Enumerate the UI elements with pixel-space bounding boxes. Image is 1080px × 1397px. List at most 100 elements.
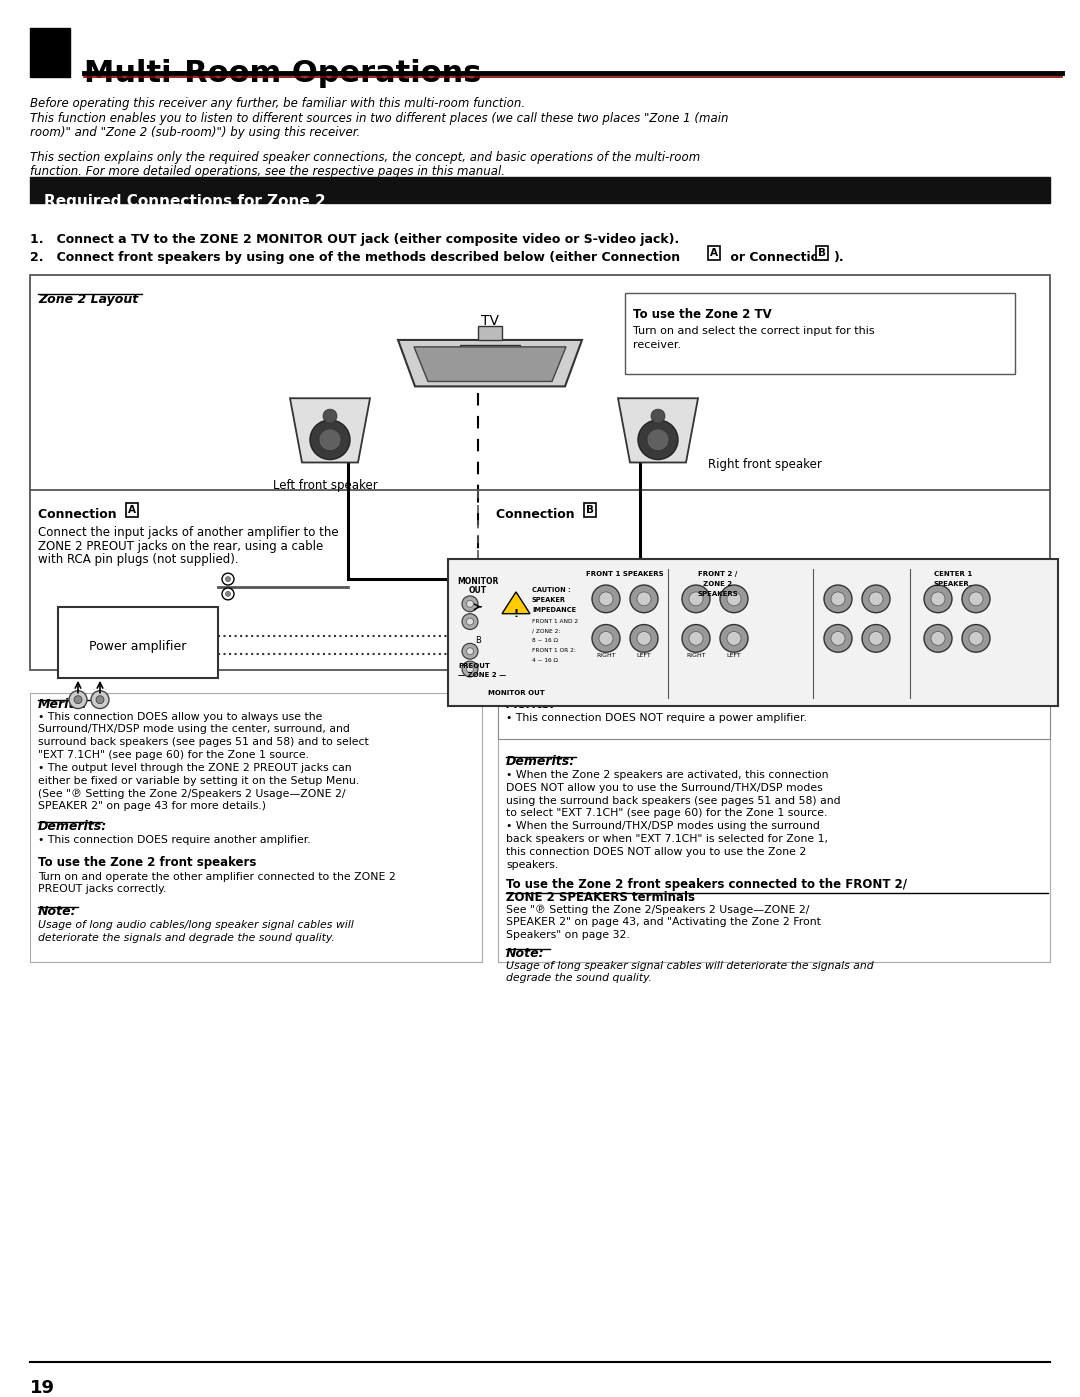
- Text: LEFT: LEFT: [727, 654, 741, 658]
- Text: This function enables you to listen to different sources in two different places: This function enables you to listen to d…: [30, 112, 729, 124]
- Bar: [498, 687, 1050, 739]
- Text: Connect the input jacks of another amplifier to the: Connect the input jacks of another ampli…: [38, 525, 339, 539]
- Text: Power amplifier: Power amplifier: [90, 640, 187, 652]
- Text: Connection: Connection: [38, 509, 121, 521]
- Text: Connection: Connection: [496, 509, 579, 521]
- Text: — ZONE 2 —: — ZONE 2 —: [458, 672, 507, 678]
- Text: TV: TV: [481, 314, 499, 328]
- Text: Note:: Note:: [507, 947, 544, 960]
- Text: 1.   Connect a TV to the ZONE 2 MONITOR OUT jack (either composite video or S-vi: 1. Connect a TV to the ZONE 2 MONITOR OU…: [30, 233, 679, 246]
- Text: FRONT 1 SPEAKERS: FRONT 1 SPEAKERS: [586, 571, 664, 577]
- Text: PREOUT: PREOUT: [458, 664, 490, 669]
- Circle shape: [824, 585, 852, 613]
- Bar: [58, 606, 218, 678]
- Text: ZONE 2 PREOUT jacks on the rear, using a cable: ZONE 2 PREOUT jacks on the rear, using a…: [38, 539, 323, 553]
- Text: • This connection DOES allow you to always use the: • This connection DOES allow you to alwa…: [38, 711, 322, 721]
- Circle shape: [462, 597, 478, 612]
- Circle shape: [720, 585, 748, 613]
- Circle shape: [869, 631, 883, 645]
- Text: DOES NOT allow you to use the Surround/THX/DSP modes: DOES NOT allow you to use the Surround/T…: [507, 782, 823, 792]
- Bar: [30, 693, 482, 961]
- Bar: [498, 693, 1050, 961]
- Circle shape: [869, 592, 883, 606]
- Text: Usage of long audio cables/long speaker signal cables will: Usage of long audio cables/long speaker …: [38, 921, 354, 930]
- Polygon shape: [399, 339, 582, 387]
- Text: Speakers" on page 32.: Speakers" on page 32.: [507, 930, 630, 940]
- Circle shape: [969, 631, 983, 645]
- Text: ).: ).: [834, 251, 845, 264]
- Circle shape: [638, 420, 678, 460]
- Text: Zone 2 Layout: Zone 2 Layout: [38, 292, 138, 306]
- Text: Turn on and operate the other amplifier connected to the ZONE 2: Turn on and operate the other amplifier …: [38, 872, 395, 882]
- Text: this connection DOES NOT allow you to use the Zone 2: this connection DOES NOT allow you to us…: [507, 847, 807, 856]
- Circle shape: [647, 429, 669, 451]
- Text: degrade the sound quality.: degrade the sound quality.: [507, 974, 652, 983]
- Text: Multi-Room Operations: Multi-Room Operations: [84, 59, 482, 88]
- Text: LEFT: LEFT: [636, 654, 651, 658]
- Text: / ZONE 2:: / ZONE 2:: [532, 629, 561, 633]
- Text: deteriorate the signals and degrade the sound quality.: deteriorate the signals and degrade the …: [38, 933, 335, 943]
- Text: MONITOR: MONITOR: [457, 577, 499, 587]
- Circle shape: [651, 409, 665, 423]
- Circle shape: [319, 429, 341, 451]
- Circle shape: [599, 631, 613, 645]
- Circle shape: [96, 696, 104, 704]
- Text: B: B: [586, 504, 594, 515]
- Polygon shape: [291, 398, 370, 462]
- Text: ZONE 2 SPEAKERS terminals: ZONE 2 SPEAKERS terminals: [507, 891, 696, 904]
- Text: room)" and "Zone 2 (sub-room)") by using this receiver.: room)" and "Zone 2 (sub-room)") by using…: [30, 126, 361, 138]
- Circle shape: [962, 624, 990, 652]
- Text: • This connection DOES require another amplifier.: • This connection DOES require another a…: [38, 835, 311, 845]
- Text: IMPEDANCE: IMPEDANCE: [532, 606, 576, 613]
- Circle shape: [681, 624, 710, 652]
- Text: PREOUT jacks correctly.: PREOUT jacks correctly.: [38, 884, 166, 894]
- Text: either be fixed or variable by setting it on the Setup Menu.: either be fixed or variable by setting i…: [38, 775, 360, 785]
- Text: B: B: [475, 637, 481, 645]
- Text: using the surround back speakers (see pages 51 and 58) and: using the surround back speakers (see pa…: [507, 795, 840, 806]
- Text: FRONT 1 AND 2: FRONT 1 AND 2: [532, 619, 578, 623]
- Text: with RCA pin plugs (not supplied).: with RCA pin plugs (not supplied).: [38, 553, 239, 566]
- Circle shape: [69, 690, 87, 708]
- Circle shape: [462, 644, 478, 659]
- Circle shape: [931, 631, 945, 645]
- Bar: [448, 559, 1058, 705]
- Circle shape: [323, 409, 337, 423]
- Circle shape: [720, 624, 748, 652]
- Bar: [625, 292, 1015, 373]
- Text: • When the Surround/THX/DSP modes using the surround: • When the Surround/THX/DSP modes using …: [507, 821, 820, 831]
- Circle shape: [727, 592, 741, 606]
- Circle shape: [630, 624, 658, 652]
- Text: FRONT 2 /: FRONT 2 /: [699, 571, 738, 577]
- Text: 4 ~ 16 Ω: 4 ~ 16 Ω: [532, 658, 558, 664]
- Text: To use the Zone 2 front speakers connected to the FRONT 2/: To use the Zone 2 front speakers connect…: [507, 877, 907, 890]
- Text: CENTER 1: CENTER 1: [934, 571, 972, 577]
- Circle shape: [467, 665, 473, 672]
- Circle shape: [599, 592, 613, 606]
- Circle shape: [637, 631, 651, 645]
- Circle shape: [222, 573, 234, 585]
- Text: B: B: [818, 249, 826, 258]
- Circle shape: [310, 420, 350, 460]
- Text: Merits:: Merits:: [507, 697, 556, 711]
- Text: RIGHT: RIGHT: [686, 654, 706, 658]
- Text: or Connection: or Connection: [726, 251, 833, 264]
- Circle shape: [467, 648, 473, 655]
- Text: SPEAKER.: SPEAKER.: [934, 581, 972, 587]
- Circle shape: [462, 661, 478, 678]
- Circle shape: [226, 577, 230, 581]
- Circle shape: [689, 631, 703, 645]
- Text: Merits:: Merits:: [38, 697, 87, 711]
- Text: !: !: [513, 609, 518, 619]
- Circle shape: [831, 631, 845, 645]
- Text: • The output level through the ZONE 2 PREOUT jacks can: • The output level through the ZONE 2 PR…: [38, 763, 352, 773]
- Circle shape: [862, 624, 890, 652]
- Text: surround back speakers (see pages 51 and 58) and to select: surround back speakers (see pages 51 and…: [38, 738, 368, 747]
- Circle shape: [467, 601, 473, 608]
- Text: Demerits:: Demerits:: [507, 754, 576, 768]
- Bar: [30, 28, 70, 77]
- Circle shape: [862, 585, 890, 613]
- Text: back speakers or when "EXT 7.1CH" is selected for Zone 1,: back speakers or when "EXT 7.1CH" is sel…: [507, 834, 828, 844]
- Circle shape: [630, 585, 658, 613]
- Text: • This connection DOES NOT require a power amplifier.: • This connection DOES NOT require a pow…: [507, 712, 807, 722]
- Circle shape: [969, 592, 983, 606]
